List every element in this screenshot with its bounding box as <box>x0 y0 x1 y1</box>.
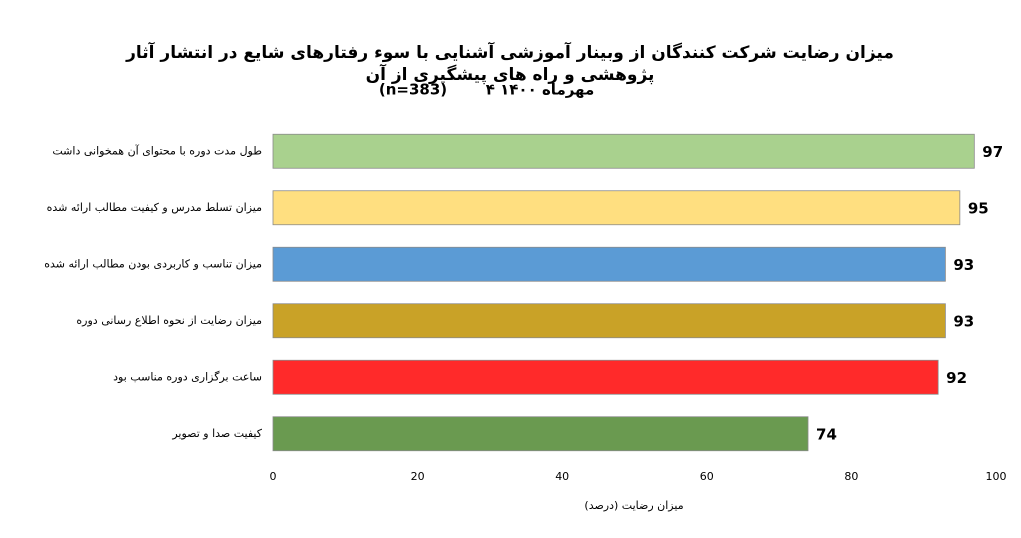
value-label: 97 <box>982 143 1003 161</box>
y-tick-label: کیفیت صدا و تصویر <box>171 427 262 440</box>
bar <box>272 246 946 282</box>
x-tick-label: 0 <box>270 470 277 483</box>
y-tick-label: طول مدت دوره با محتوای آن همخوانی داشت <box>52 143 262 157</box>
x-tick-label: 100 <box>986 470 1007 483</box>
value-label: 95 <box>968 199 989 217</box>
x-tick-label: 40 <box>555 470 569 483</box>
sample-size: (n=383) <box>379 81 447 99</box>
bar <box>272 416 809 452</box>
x-tick-label: 20 <box>411 470 425 483</box>
y-tick-label: میزان رضایت از نحوه اطلاع رسانی دوره <box>76 314 262 327</box>
value-label: 74 <box>816 425 837 443</box>
subtitle: ۴ مهرماه ۱۴۰۰ <box>486 81 595 99</box>
value-label: 92 <box>946 369 967 387</box>
x-axis-label: میزان رضایت (درصد) <box>584 499 683 512</box>
bar <box>272 303 946 339</box>
value-label: 93 <box>953 312 974 330</box>
y-tick-label: ساعت برگزاری دوره مناسب بود <box>113 370 262 383</box>
x-tick-label: 80 <box>844 470 858 483</box>
x-tick-label: 60 <box>700 470 714 483</box>
y-tick-label: میزان تسلط مدرس و کیفیت مطالب ارائه شده <box>47 201 262 214</box>
bar <box>272 359 939 395</box>
bar <box>272 190 961 226</box>
y-tick-label: میزان تناسب و کاربردی بودن مطالب ارائه ش… <box>44 257 262 270</box>
chart-title: میزان رضایت شرکت کنندگان از وبینار آموزش… <box>126 43 894 85</box>
value-label: 93 <box>953 256 974 274</box>
bar <box>272 133 975 169</box>
